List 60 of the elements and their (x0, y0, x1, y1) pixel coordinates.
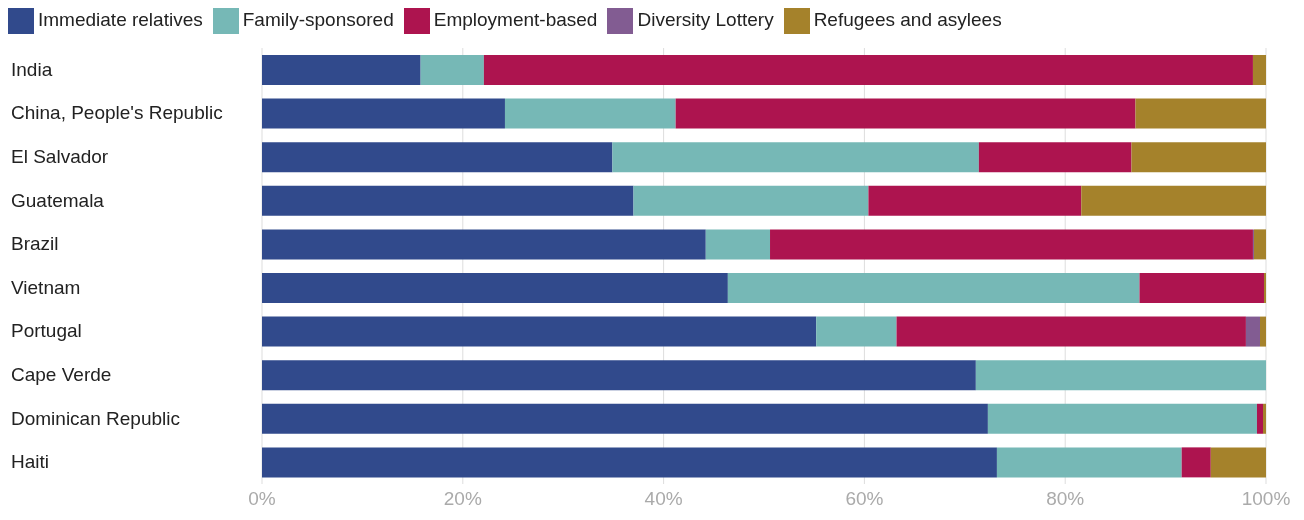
bar (262, 54, 421, 85)
bar (675, 98, 1136, 129)
bar (612, 142, 979, 173)
y-tick-label: Dominican Republic (11, 407, 180, 429)
bar (420, 54, 484, 85)
x-tick-label: 40% (644, 488, 683, 510)
y-tick-label: India (11, 58, 53, 80)
bar (483, 54, 1253, 85)
y-tick-label: China, People's Republic (11, 102, 223, 124)
bar (262, 403, 988, 434)
legend-label: Immediate relatives (38, 9, 203, 31)
bar (705, 229, 771, 260)
bar (262, 447, 997, 478)
bar (633, 185, 869, 216)
bar (262, 142, 613, 173)
bar (262, 316, 817, 347)
bar (978, 142, 1132, 173)
y-tick-label: Haiti (11, 451, 50, 473)
x-tick-label: 80% (1046, 488, 1085, 510)
bar (1131, 142, 1266, 173)
y-tick-label: Portugal (11, 320, 82, 342)
bar (1256, 403, 1263, 434)
bar (504, 98, 676, 129)
bar (1259, 316, 1266, 347)
legend-label: Family-sponsored (242, 9, 394, 31)
bar (1135, 98, 1266, 129)
y-tick-label: Brazil (11, 233, 59, 255)
bar (262, 272, 728, 303)
bar (996, 447, 1182, 478)
bar (896, 316, 1246, 347)
y-tick-label: Vietnam (11, 276, 81, 298)
bar (1262, 403, 1266, 434)
bar (1252, 54, 1266, 85)
bar (1210, 447, 1266, 478)
legend-label: Employment-based (433, 9, 598, 31)
bar (1263, 272, 1266, 303)
y-tick-label: El Salvador (11, 146, 109, 167)
x-tick-label: 100% (1241, 488, 1291, 510)
bar (262, 360, 976, 391)
bar (1181, 447, 1211, 478)
bar (816, 316, 897, 347)
bar (262, 229, 706, 260)
bar (1081, 185, 1266, 216)
bar (262, 98, 505, 129)
bar (868, 185, 1082, 216)
x-tick-label: 0% (248, 488, 276, 510)
x-tick-label: 20% (443, 488, 482, 510)
y-tick-label: Guatemala (11, 189, 105, 211)
bar (987, 403, 1257, 434)
bar (1245, 316, 1260, 347)
bar (1139, 272, 1264, 303)
x-tick-label: 60% (845, 488, 884, 510)
bar (1253, 229, 1266, 260)
y-tick-label: Cape Verde (11, 364, 112, 385)
bar (262, 185, 634, 216)
bar (727, 272, 1140, 303)
bar (770, 229, 1253, 260)
legend-label: Refugees and asylees (813, 9, 1002, 31)
legend-label: Diversity Lottery (637, 9, 774, 31)
bar (975, 360, 1266, 391)
